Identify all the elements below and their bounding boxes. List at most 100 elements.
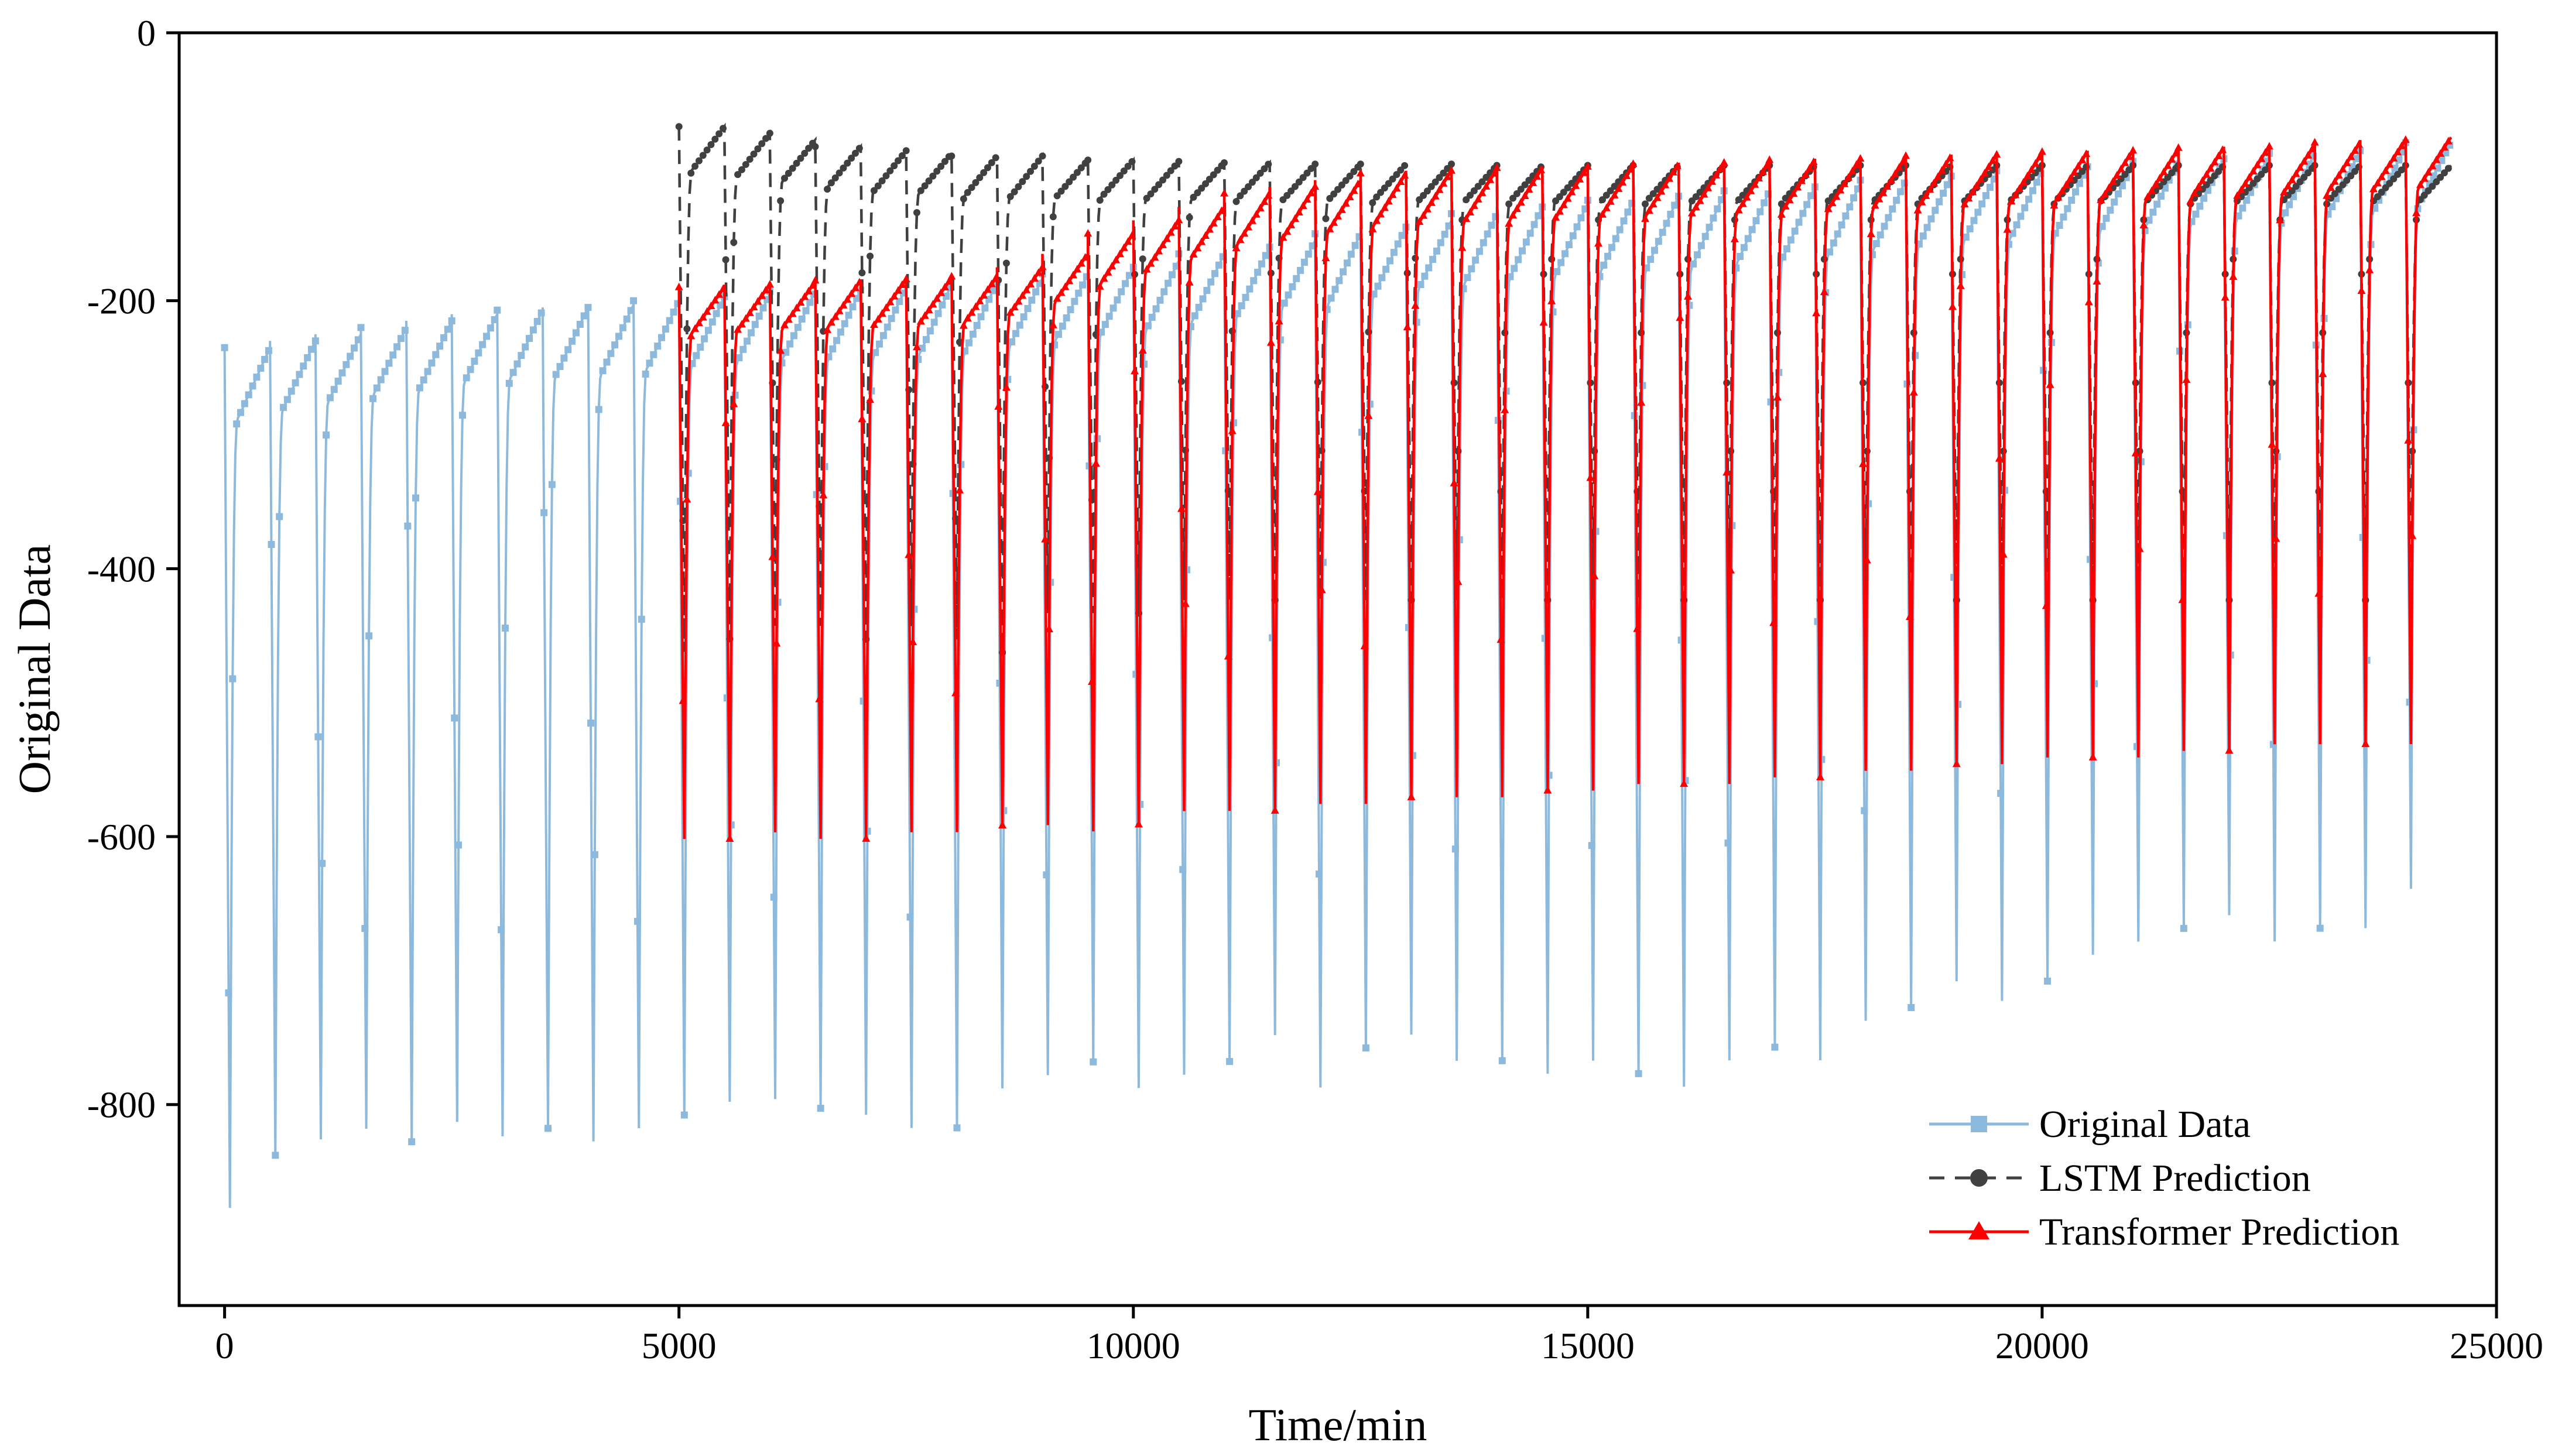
- data-point: [1096, 197, 1104, 204]
- data-point: [858, 414, 867, 423]
- data-point: [1275, 317, 1283, 325]
- data-point: [1710, 214, 1717, 222]
- data-point: [513, 360, 521, 368]
- data-point: [1846, 203, 1854, 211]
- data-point: [994, 402, 1003, 410]
- data-point: [1555, 207, 1564, 215]
- data-point: [1122, 280, 1129, 287]
- data-point: [1215, 261, 1222, 269]
- data-point: [1084, 229, 1093, 237]
- data-point: [2229, 272, 2238, 280]
- data-point: [1687, 208, 1696, 217]
- data-point: [1583, 162, 1592, 170]
- data-point: [404, 522, 412, 530]
- data-point: [1560, 189, 1567, 196]
- data-point: [283, 396, 291, 403]
- data-point: [1826, 248, 1833, 256]
- data-point: [1862, 556, 1871, 564]
- data-point: [858, 269, 866, 277]
- data-point: [1614, 184, 1623, 192]
- data-point: [1691, 203, 1700, 211]
- data-point: [886, 297, 895, 306]
- data-point: [1335, 277, 1343, 285]
- data-point: [715, 130, 723, 138]
- data-point: [501, 624, 509, 632]
- data-point: [1941, 159, 1950, 167]
- data-point: [1697, 242, 1705, 249]
- data-point: [1602, 191, 1610, 199]
- data-point: [1881, 222, 1888, 230]
- data-point: [2335, 186, 2343, 193]
- data-point: [1343, 259, 1351, 267]
- data-point: [1653, 193, 1662, 201]
- data-point: [751, 321, 759, 328]
- data-point: [1012, 330, 1019, 337]
- data-point: [2178, 595, 2187, 604]
- data-point: [1125, 272, 1133, 279]
- data-point: [1326, 195, 1334, 203]
- data-point: [1926, 185, 1934, 193]
- data-point: [790, 332, 797, 340]
- data-point: [777, 197, 785, 204]
- data-point: [925, 177, 933, 185]
- data-point: [1607, 187, 1614, 194]
- data-point: [2429, 183, 2436, 190]
- data-point: [1095, 282, 1104, 290]
- data-point: [253, 374, 261, 381]
- data-point: [886, 167, 894, 174]
- data-point: [1443, 172, 1452, 180]
- data-point: [2151, 180, 2160, 188]
- data-point: [1432, 178, 1439, 186]
- x-tick-label: 15000: [1541, 1325, 1635, 1366]
- data-point: [229, 675, 237, 683]
- data-point: [1663, 220, 1670, 227]
- data-point: [2070, 168, 2078, 176]
- data-point: [747, 329, 755, 337]
- data-point: [1159, 176, 1166, 184]
- data-point: [1338, 181, 1345, 189]
- data-point: [1250, 277, 1258, 285]
- data-point: [338, 369, 346, 376]
- data-point: [2432, 155, 2441, 163]
- data-point: [1799, 210, 1807, 217]
- data-point: [1588, 842, 1595, 849]
- data-point: [746, 156, 754, 163]
- data-point: [424, 368, 432, 375]
- data-point: [1875, 194, 1883, 203]
- data-point: [2204, 187, 2211, 194]
- data-point: [607, 350, 615, 357]
- data-point: [991, 273, 1000, 282]
- data-point: [984, 164, 991, 172]
- data-point: [587, 720, 595, 727]
- data-point: [1419, 211, 1428, 219]
- data-point: [1270, 806, 1279, 814]
- data-point: [674, 282, 683, 290]
- data-point: [2159, 167, 2168, 176]
- data-point: [615, 333, 622, 340]
- data-point: [738, 166, 745, 173]
- data-point: [2031, 159, 2040, 167]
- data-point: [1330, 190, 1338, 198]
- data-point: [245, 391, 252, 399]
- data-point: [1433, 247, 1440, 255]
- data-point: [412, 494, 420, 502]
- data-point: [2149, 208, 2157, 216]
- data-point: [1735, 196, 1742, 204]
- data-point: [1032, 288, 1040, 296]
- data-point: [1867, 229, 1875, 237]
- data-point: [1429, 256, 1437, 263]
- data-point: [440, 334, 447, 341]
- data-point: [906, 913, 914, 921]
- data-point: [941, 157, 948, 165]
- data-point: [1199, 295, 1207, 303]
- data-point: [1202, 180, 1210, 187]
- data-point: [947, 272, 956, 280]
- data-point: [1470, 201, 1478, 209]
- data-point: [2167, 155, 2176, 163]
- data-point: [351, 344, 358, 352]
- data-point: [265, 347, 272, 354]
- data-point: [998, 820, 1007, 828]
- data-point: [1556, 193, 1563, 201]
- data-point: [2082, 149, 2091, 157]
- data-point: [694, 318, 703, 327]
